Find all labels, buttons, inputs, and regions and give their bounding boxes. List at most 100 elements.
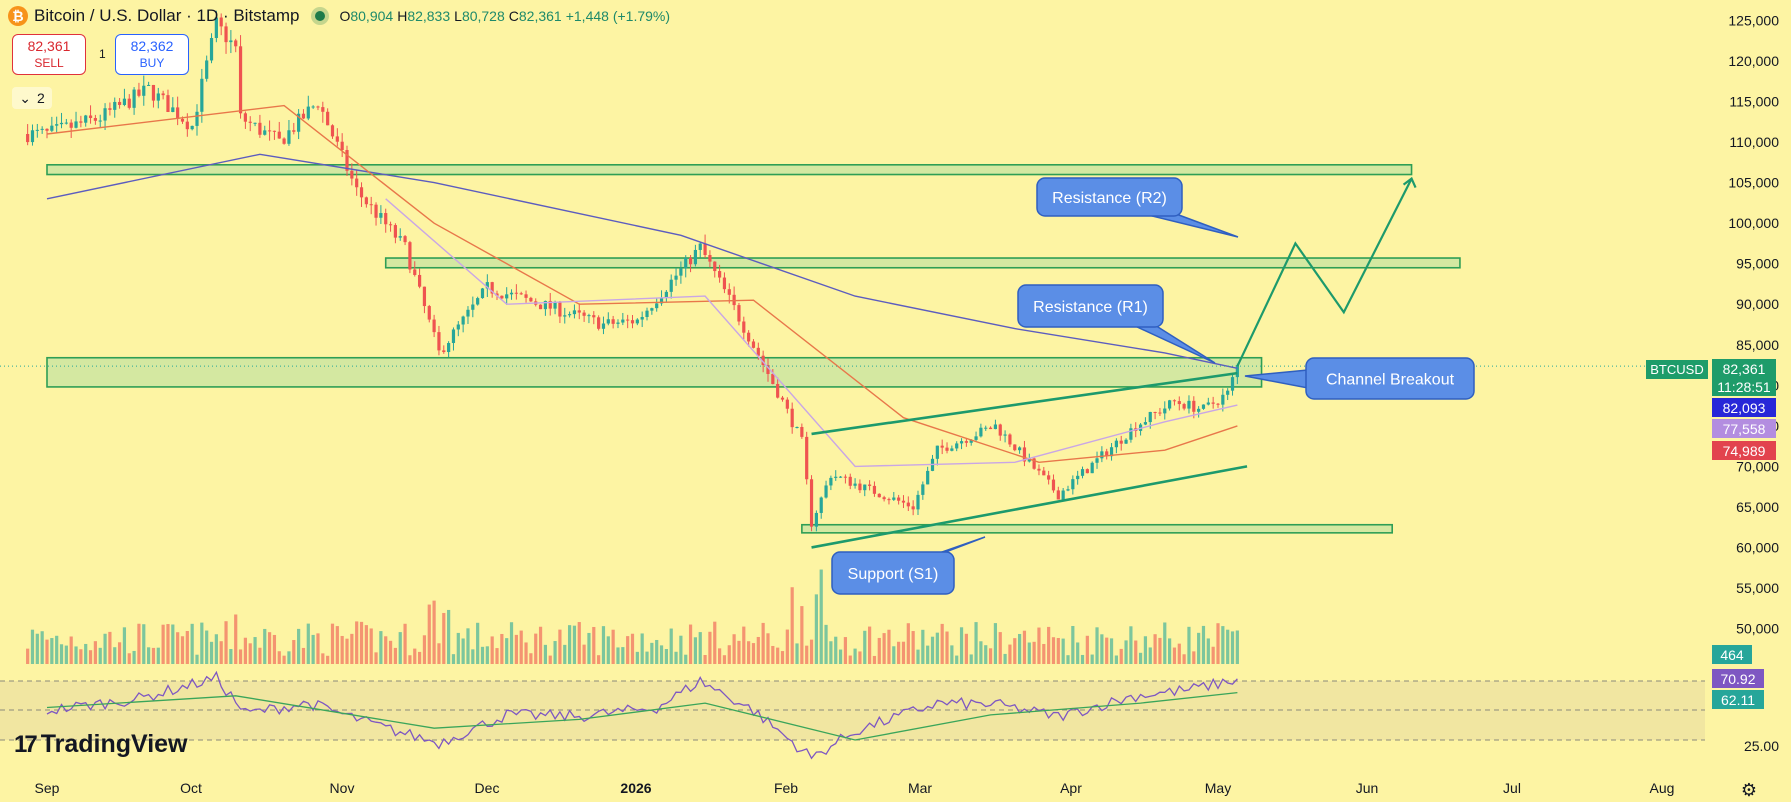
volume-bar (1018, 633, 1022, 664)
candle-body (442, 350, 446, 353)
volume-bar (538, 626, 543, 664)
candle-down (780, 395, 785, 402)
projection-path (1236, 178, 1413, 367)
sell-label: SELL (34, 56, 64, 70)
candle-down (500, 295, 504, 300)
candle-body (345, 150, 349, 171)
volume-bar (1119, 648, 1123, 664)
candle-body (485, 282, 489, 289)
candle-body (480, 288, 485, 299)
candles (26, 10, 1239, 532)
candle-down (1211, 396, 1215, 409)
volume-bar (35, 633, 39, 664)
candle-body (413, 269, 417, 275)
buy-label: BUY (139, 56, 165, 70)
candle-body (156, 93, 160, 101)
volume-bar (171, 624, 175, 664)
candle-body (1201, 404, 1206, 409)
volume-bar (355, 621, 359, 664)
candle-up (195, 104, 199, 136)
tradingview-logo[interactable]: 17 TradingView (14, 730, 188, 759)
volume-bar (616, 647, 620, 664)
volume-bar (1235, 630, 1239, 664)
candle-body (717, 271, 722, 278)
sell-button[interactable]: 82,361 SELL (12, 34, 86, 75)
volume-bar (427, 604, 431, 664)
candle-body (829, 477, 833, 486)
volume-bar (645, 651, 649, 664)
candle-up (1197, 406, 1201, 418)
volume-bar (272, 634, 277, 664)
candle-body (422, 286, 427, 307)
candle-up (74, 111, 78, 129)
candle-body (1119, 440, 1123, 444)
indicators-collapse-button[interactable]: ⌄ 2 (12, 87, 52, 109)
volume-bar (935, 632, 939, 664)
candle-down (742, 316, 746, 340)
candle-down (887, 497, 891, 505)
candle-body (524, 294, 528, 298)
volume-bar (635, 651, 639, 664)
volume-bar (940, 623, 944, 664)
candle-up (955, 441, 959, 452)
candle-body (1206, 402, 1210, 405)
y-tick-label: 85,000 (1736, 337, 1779, 353)
candle-body (519, 293, 523, 295)
volume-bar (417, 651, 422, 664)
candle-down (326, 108, 330, 126)
candle-down (272, 130, 277, 140)
candle-up (156, 87, 160, 109)
candle-body (466, 309, 470, 317)
x-tick-label: Aug (1650, 780, 1675, 796)
tradingview-wordmark: TradingView (40, 730, 188, 758)
candle-body (69, 122, 73, 128)
candle-body (630, 320, 635, 324)
candle-body (592, 315, 596, 318)
candle-down (1172, 399, 1177, 406)
candle-body (171, 107, 175, 112)
volume-bar (1197, 632, 1201, 664)
candle-body (1042, 470, 1046, 476)
volume-bar (553, 641, 557, 664)
candle-body (597, 317, 601, 329)
candle-up (974, 431, 978, 442)
volume-bar (814, 594, 818, 664)
volume-bar (882, 633, 886, 664)
candle-body (708, 255, 712, 262)
candle-body (1182, 404, 1186, 409)
candle-body (267, 130, 272, 132)
candle-body (761, 355, 765, 366)
candle-up (563, 307, 567, 324)
candle-up (485, 274, 489, 298)
volume-bar (55, 635, 59, 664)
candle-body (1095, 458, 1099, 463)
volume-bar (1158, 637, 1162, 664)
volume-bar (911, 631, 915, 664)
volume-bar (374, 652, 378, 664)
candle-down (442, 345, 446, 354)
volume-bar (621, 647, 625, 664)
candle-body (45, 128, 49, 131)
volume-bar (388, 640, 393, 664)
open-value: 80,904 (350, 8, 394, 24)
candle-body (906, 502, 910, 507)
candle-body (693, 249, 698, 265)
volume-bar (679, 635, 683, 664)
candle-body (669, 279, 673, 292)
volume-bar (572, 625, 577, 664)
candle-body (1114, 440, 1118, 448)
candle-up (1124, 438, 1128, 444)
volume-bar (1192, 651, 1196, 664)
candle-down (945, 442, 949, 454)
volume-bar (224, 621, 228, 664)
candle-down (1105, 448, 1109, 460)
buy-button[interactable]: 82,362 BUY (115, 34, 189, 75)
tradingview-mark-icon: 17 (14, 730, 38, 758)
volume-bar (974, 622, 978, 664)
candle-down (548, 292, 552, 316)
volume-bar (229, 649, 233, 664)
chart-settings-gear-icon[interactable]: ⚙ (1740, 780, 1758, 800)
symbol-title[interactable]: Bitcoin / U.S. Dollar · 1D · Bitstamp (34, 6, 300, 25)
x-tick-label: Mar (908, 780, 932, 796)
